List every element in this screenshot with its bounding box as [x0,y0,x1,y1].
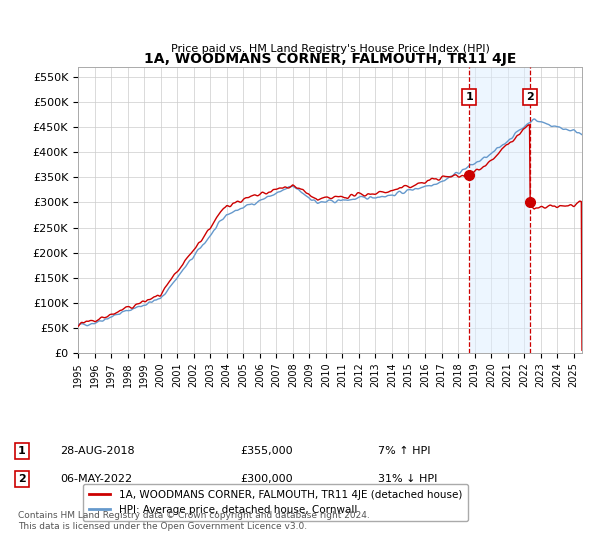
Text: 7% ↑ HPI: 7% ↑ HPI [378,446,431,456]
Legend: 1A, WOODMANS CORNER, FALMOUTH, TR11 4JE (detached house), HPI: Average price, de: 1A, WOODMANS CORNER, FALMOUTH, TR11 4JE … [83,484,468,521]
Text: £300,000: £300,000 [240,474,293,484]
Text: 28-AUG-2018: 28-AUG-2018 [60,446,134,456]
Text: £355,000: £355,000 [240,446,293,456]
Text: Price paid vs. HM Land Registry's House Price Index (HPI): Price paid vs. HM Land Registry's House … [170,44,490,54]
Text: 06-MAY-2022: 06-MAY-2022 [60,474,132,484]
Text: This data is licensed under the Open Government Licence v3.0.: This data is licensed under the Open Gov… [18,522,307,531]
Text: 31% ↓ HPI: 31% ↓ HPI [378,474,437,484]
Text: 1: 1 [465,92,473,102]
Text: 2: 2 [526,92,534,102]
Text: 2: 2 [18,474,26,484]
Title: 1A, WOODMANS CORNER, FALMOUTH, TR11 4JE: 1A, WOODMANS CORNER, FALMOUTH, TR11 4JE [144,52,516,66]
Text: Contains HM Land Registry data © Crown copyright and database right 2024.: Contains HM Land Registry data © Crown c… [18,511,370,520]
Text: 1: 1 [18,446,26,456]
